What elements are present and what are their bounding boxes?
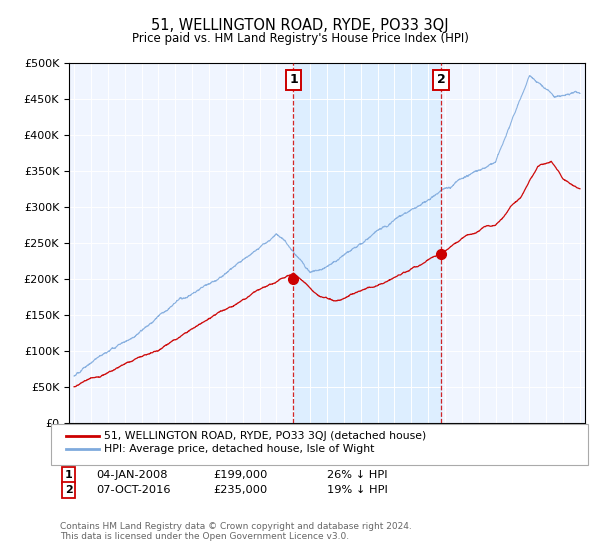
Bar (293, 63, 441, 423)
Text: £235,000: £235,000 (213, 485, 267, 495)
Text: 1: 1 (289, 73, 298, 86)
Text: 19% ↓ HPI: 19% ↓ HPI (327, 485, 388, 495)
Text: Price paid vs. HM Land Registry's House Price Index (HPI): Price paid vs. HM Land Registry's House … (131, 32, 469, 45)
Text: 1: 1 (65, 470, 73, 480)
Text: HPI: Average price, detached house, Isle of Wight: HPI: Average price, detached house, Isle… (104, 444, 374, 454)
Text: 51, WELLINGTON ROAD, RYDE, PO33 3QJ (detached house): 51, WELLINGTON ROAD, RYDE, PO33 3QJ (det… (104, 431, 426, 441)
Text: 51, WELLINGTON ROAD, RYDE, PO33 3QJ: 51, WELLINGTON ROAD, RYDE, PO33 3QJ (151, 18, 449, 33)
Text: 04-JAN-2008: 04-JAN-2008 (96, 470, 167, 480)
Text: Contains HM Land Registry data © Crown copyright and database right 2024.
This d: Contains HM Land Registry data © Crown c… (60, 522, 412, 542)
Text: 07-OCT-2016: 07-OCT-2016 (96, 485, 170, 495)
Text: £199,000: £199,000 (213, 470, 268, 480)
Text: 2: 2 (437, 73, 446, 86)
Text: 26% ↓ HPI: 26% ↓ HPI (327, 470, 388, 480)
Text: 2: 2 (65, 485, 73, 495)
